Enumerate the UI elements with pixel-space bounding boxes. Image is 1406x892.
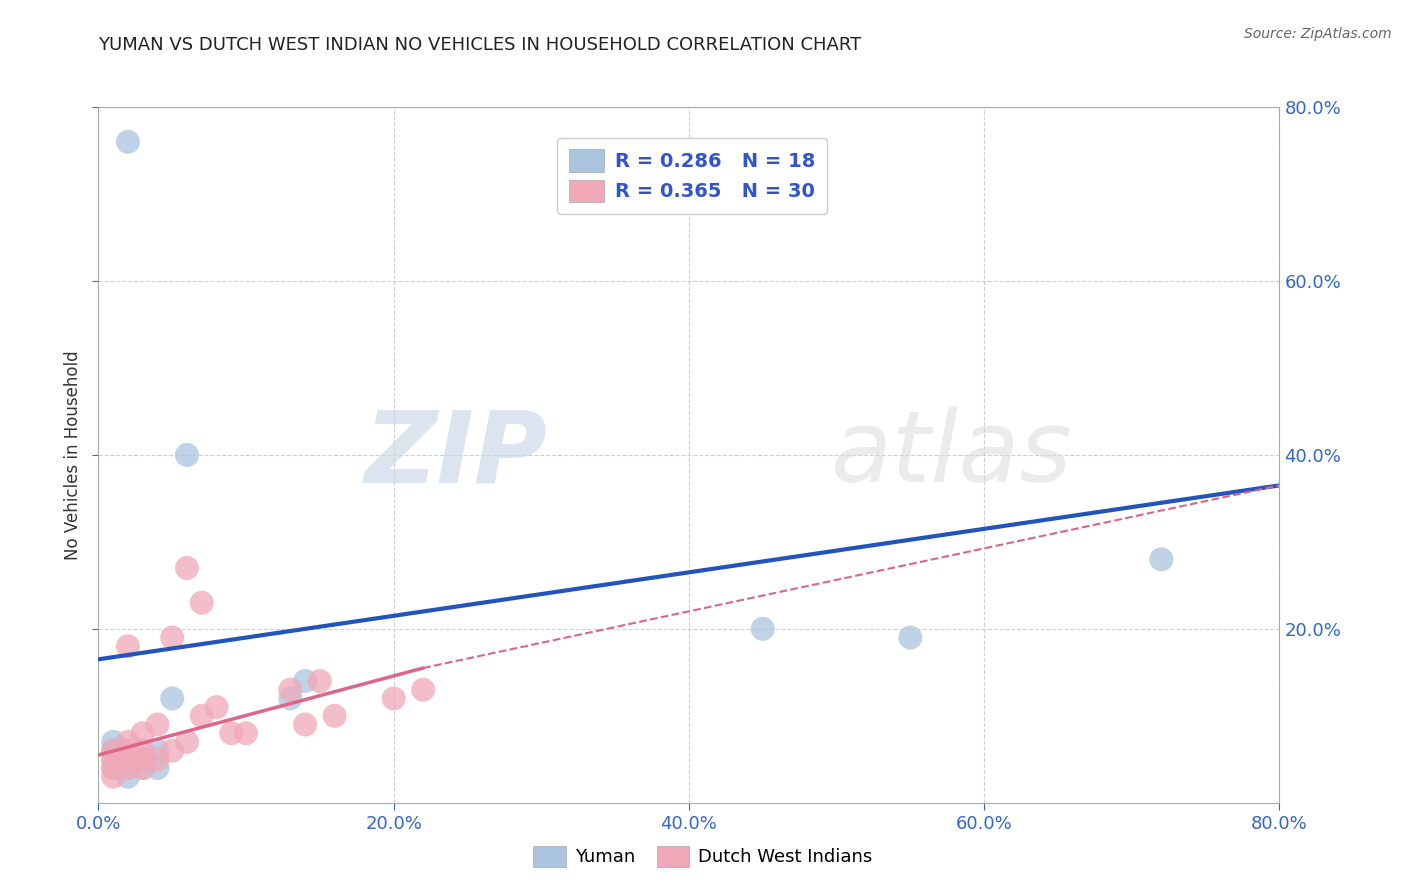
Point [146,752,169,766]
Point [132,752,155,766]
Point [162,691,183,706]
Point [117,770,139,784]
Point [1150,552,1173,566]
Legend: Yuman, Dutch West Indians: Yuman, Dutch West Indians [526,838,880,874]
Point [117,752,139,766]
Point [205,700,228,714]
Point [103,744,125,758]
Point [132,726,155,740]
Text: YUMAN VS DUTCH WEST INDIAN NO VEHICLES IN HOUSEHOLD CORRELATION CHART: YUMAN VS DUTCH WEST INDIAN NO VEHICLES I… [98,36,862,54]
Legend: R = 0.286   N = 18, R = 0.365   N = 30: R = 0.286 N = 18, R = 0.365 N = 30 [557,137,827,214]
Point [146,717,169,731]
Point [235,726,257,740]
Point [191,708,214,723]
Point [132,752,155,766]
Point [103,770,125,784]
Point [278,691,302,706]
Point [103,761,125,775]
Point [103,744,125,758]
Point [162,631,183,645]
Point [117,744,139,758]
Point [294,717,316,731]
Text: Source: ZipAtlas.com: Source: ZipAtlas.com [1244,27,1392,41]
Point [191,596,214,610]
Point [146,744,169,758]
Point [132,761,155,775]
Point [900,631,922,645]
Point [219,726,242,740]
Point [117,639,139,653]
Point [176,561,198,575]
Point [294,674,316,689]
Point [103,752,125,766]
Point [117,735,139,749]
Point [117,135,139,149]
Point [412,682,434,697]
Point [323,708,346,723]
Point [146,761,169,775]
Point [751,622,773,636]
Text: atlas: atlas [831,407,1073,503]
Point [103,752,125,766]
Point [162,744,183,758]
Point [176,448,198,462]
Point [176,735,198,749]
Point [132,761,155,775]
Point [278,682,302,697]
Point [309,674,332,689]
Point [117,761,139,775]
Point [132,744,155,758]
Point [117,761,139,775]
Text: ZIP: ZIP [364,407,547,503]
Point [103,735,125,749]
Y-axis label: No Vehicles in Household: No Vehicles in Household [63,350,82,560]
Point [103,761,125,775]
Point [382,691,405,706]
